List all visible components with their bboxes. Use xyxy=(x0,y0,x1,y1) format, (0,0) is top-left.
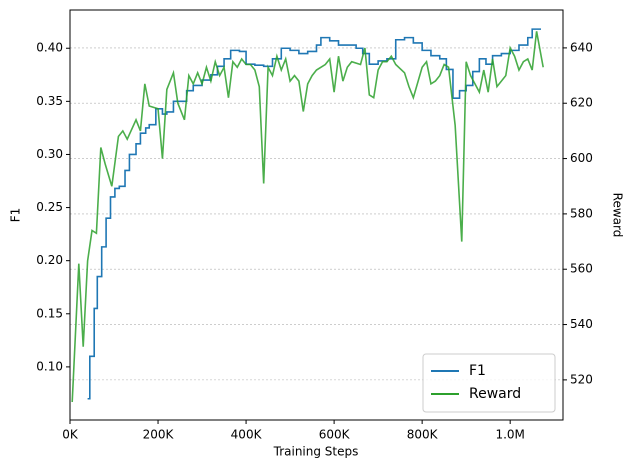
y-tick-label: 0.25 xyxy=(36,200,63,214)
x-tick-label: 400K xyxy=(231,428,263,442)
y2-tick-label: 640 xyxy=(570,40,593,54)
y2-tick-label: 600 xyxy=(570,151,593,165)
x-axis-label: Training Steps xyxy=(273,445,359,459)
legend-label: F1 xyxy=(469,363,486,379)
y2-tick-label: 620 xyxy=(570,96,593,110)
y-axis-label: F1 xyxy=(9,208,23,223)
series-line xyxy=(71,31,544,403)
y-tick-label: 0.40 xyxy=(36,41,63,55)
y-tick-label: 0.35 xyxy=(36,94,63,108)
x-tick-label: 200K xyxy=(143,428,175,442)
x-tick-label: 600K xyxy=(319,428,351,442)
plot-frame xyxy=(69,9,564,421)
y2-tick-label: 580 xyxy=(570,206,593,220)
series-line xyxy=(87,28,541,400)
y2-tick-label: 560 xyxy=(570,262,593,276)
legend-label: Reward xyxy=(469,386,521,402)
y-tick-label: 0.20 xyxy=(36,253,63,267)
x-tick-label: 0K xyxy=(62,428,79,442)
y-tick-label: 0.30 xyxy=(36,147,63,161)
y2-tick-label: 520 xyxy=(570,372,593,386)
legend-box xyxy=(422,353,556,413)
y-tick-label: 0.10 xyxy=(36,359,63,373)
x-tick-label: 1.0M xyxy=(495,428,524,442)
y2-tick-label: 540 xyxy=(570,317,593,331)
y-tick-label: 0.15 xyxy=(36,306,63,320)
x-tick-label: 800K xyxy=(407,428,439,442)
y2-axis-label: Reward xyxy=(611,193,625,238)
